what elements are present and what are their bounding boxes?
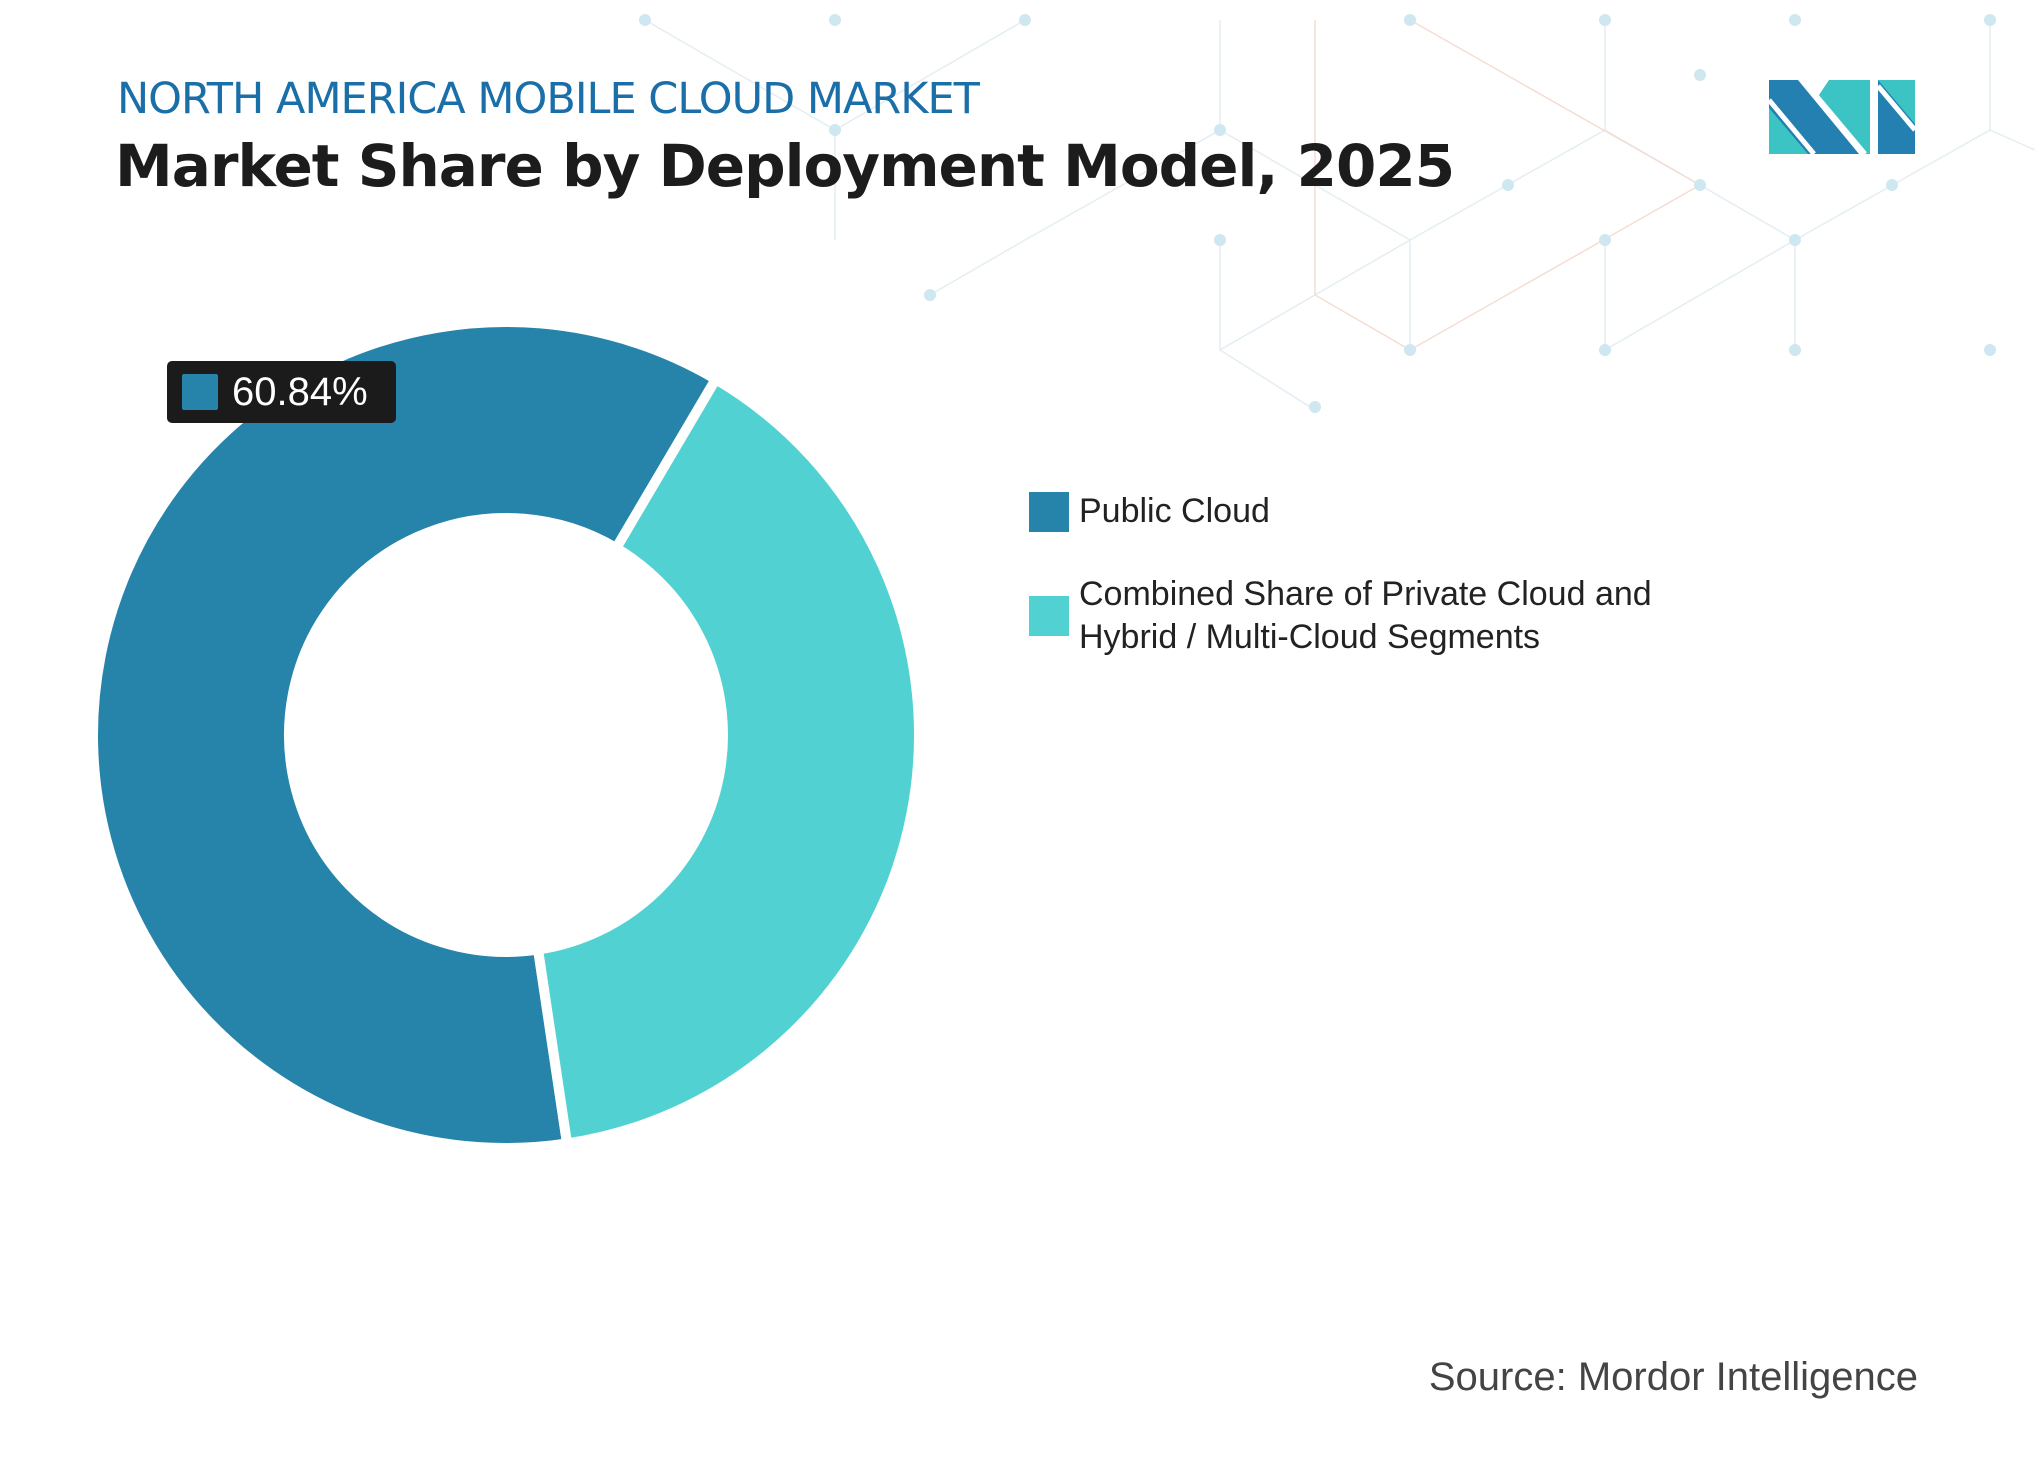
legend-swatch bbox=[1029, 596, 1069, 636]
data-label-text: 60.84% bbox=[232, 369, 368, 414]
mordor-intelligence-logo bbox=[1769, 80, 1915, 154]
donut-chart bbox=[88, 317, 924, 1153]
chart-title: Market Share by Deployment Model, 2025 bbox=[115, 132, 1455, 200]
legend-label: Public Cloud bbox=[1079, 492, 1270, 530]
legend-label: Combined Share of Private Cloud and Hybr… bbox=[1079, 575, 1652, 656]
source-note: Source: Mordor Intelligence bbox=[1428, 1355, 1918, 1399]
chart-subtitle: NORTH AMERICA MOBILE CLOUD MARKET bbox=[117, 74, 980, 124]
legend-item-private-hybrid: Combined Share of Private Cloud and Hybr… bbox=[1029, 573, 1699, 659]
data-label-public-cloud: 60.84% bbox=[167, 361, 396, 423]
legend-swatch bbox=[1029, 491, 1069, 532]
data-label-swatch bbox=[182, 374, 218, 410]
donut-slice-private-hybrid bbox=[532, 372, 924, 1150]
donut-slice-public-cloud bbox=[88, 317, 723, 1153]
legend: Public Cloud Combined Share of Private C… bbox=[1029, 490, 1699, 699]
legend-item-public-cloud: Public Cloud bbox=[1029, 490, 1699, 533]
